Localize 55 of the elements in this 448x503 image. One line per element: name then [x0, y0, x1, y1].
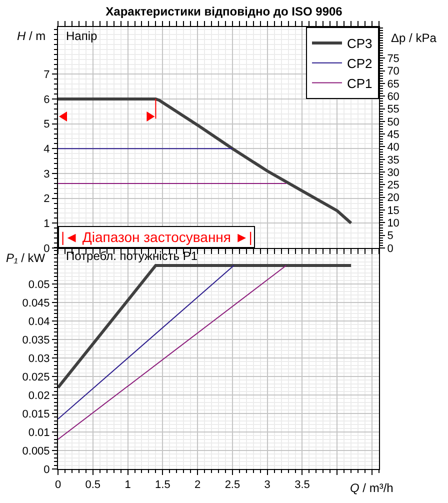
y2-tick-label: 20 [387, 192, 400, 204]
y-tick-label: 0.025 [22, 371, 50, 384]
y2-tick-label: 40 [387, 142, 400, 154]
y2-tick-label: 5 [387, 230, 394, 242]
y2-tick-label: 15 [387, 204, 400, 217]
x-axis-title: Q / m³/h [350, 481, 394, 495]
chart-title: Характеристики відповідно до ISO 9906 [106, 4, 343, 18]
y-tick-label: 5 [44, 118, 50, 131]
y-axis-title: H / m [17, 29, 46, 43]
y-tick-label: 0.01 [28, 426, 50, 439]
legend-label: CP2 [347, 56, 372, 71]
y-tick-label: 6 [44, 94, 50, 106]
y2-tick-label: 35 [387, 154, 400, 166]
y-tick-label: 0.05 [28, 278, 50, 291]
annotation: |◄ Діапазон застосування ►| [61, 229, 252, 245]
y-tick-label: 4 [44, 144, 50, 156]
legend-label: CP3 [347, 36, 372, 52]
y-tick-label: 0.015 [22, 408, 50, 420]
y-tick-label: 0.035 [22, 334, 50, 346]
y-tick-label: 7 [44, 69, 50, 82]
y-tick-label: 2 [44, 193, 50, 206]
y-tick-label: 0.04 [28, 316, 50, 328]
x-tick-label: 3.5 [294, 479, 310, 492]
annotation: Потребл. потужність P1 [66, 249, 198, 263]
annotation: Напір [66, 29, 98, 43]
x-tick-label: 1 [124, 479, 131, 492]
y-tick-label: 0 [44, 242, 50, 255]
y2-tick-label: 30 [387, 166, 400, 179]
y-tick-label: 0.005 [22, 445, 50, 458]
y-tick-label: 0 [44, 464, 50, 476]
line-series [58, 98, 353, 225]
y2-tick-label: 45 [387, 128, 400, 141]
y2-tick-label: 50 [387, 116, 400, 128]
y-tick-label: 1 [44, 218, 50, 230]
y-tick-label: 0.02 [28, 390, 50, 402]
legend-label: CP1 [347, 76, 372, 91]
y2-tick-label: 65 [387, 78, 400, 90]
y2-tick-label: 70 [387, 66, 400, 78]
y-axis-title: P₁ / kW [6, 251, 46, 265]
x-tick-label: 3 [264, 479, 270, 492]
y2-tick-label: 75 [387, 52, 400, 65]
y2-tick-label: 60 [387, 90, 400, 103]
y2-tick-label: 10 [387, 218, 400, 230]
x-tick-label: 0 [54, 479, 62, 492]
y-tick-label: 0.03 [28, 352, 50, 365]
x-tick-label: 2.5 [224, 479, 240, 492]
y-tick-label: 0.045 [22, 297, 50, 310]
x-tick-label: 0.5 [85, 479, 101, 492]
y2-axis-title: Δp / kPa [391, 31, 437, 45]
y2-tick-label: 0 [387, 242, 394, 255]
x-tick-label: 1.5 [155, 479, 170, 492]
y2-tick-label: 25 [387, 180, 400, 192]
x-tick-label: 2 [194, 479, 201, 492]
y2-tick-label: 55 [387, 104, 400, 116]
y-tick-label: 3 [44, 168, 50, 180]
